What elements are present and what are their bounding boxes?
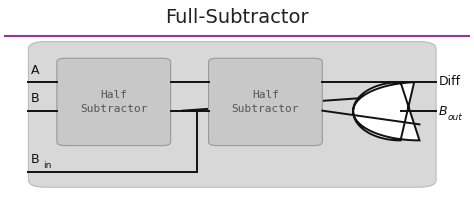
Text: Half
Subtractor: Half Subtractor <box>232 89 299 114</box>
FancyBboxPatch shape <box>57 58 171 146</box>
Text: B: B <box>438 105 447 118</box>
Text: in: in <box>44 161 52 170</box>
Polygon shape <box>353 82 419 140</box>
Text: Diff: Diff <box>438 75 461 88</box>
FancyBboxPatch shape <box>209 58 322 146</box>
Text: A: A <box>31 64 39 77</box>
FancyBboxPatch shape <box>28 42 436 187</box>
Text: out: out <box>448 113 463 122</box>
Text: Half
Subtractor: Half Subtractor <box>80 89 147 114</box>
Text: B: B <box>31 92 39 105</box>
Text: B: B <box>31 154 39 166</box>
Text: Full-Subtractor: Full-Subtractor <box>165 8 309 27</box>
